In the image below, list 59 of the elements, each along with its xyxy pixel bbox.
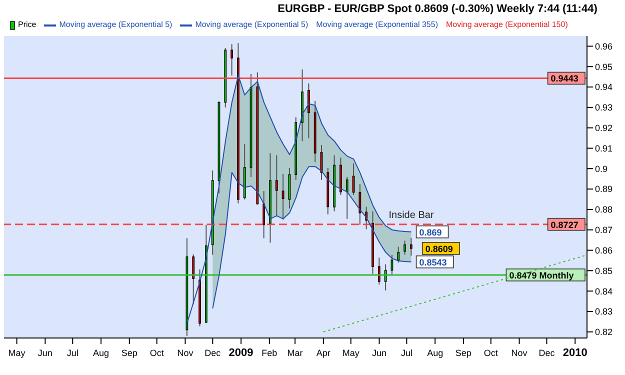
data-label: 0.869 <box>419 227 442 238</box>
x-tick-label: Aug <box>93 348 110 358</box>
y-tick-label: 0.86 <box>595 245 613 256</box>
x-tick-label: Feb <box>262 348 278 358</box>
candlestick <box>346 176 348 220</box>
y-tick-label: 0.89 <box>595 184 613 194</box>
x-tick-label: Sep <box>121 348 138 358</box>
x-tick-label: May <box>8 348 26 358</box>
ref-line-label: 0.8727 <box>550 220 578 230</box>
legend-label: Moving average (Exponential 5) <box>58 19 172 31</box>
x-tick-label: Jun <box>38 348 52 358</box>
y-tick-label: 0.95 <box>595 62 613 72</box>
y-tick-label: 0.87 <box>595 225 613 236</box>
y-tick-label: 0.83 <box>595 306 613 317</box>
candlestick <box>262 190 266 239</box>
text: Moving average (Exponential 150) <box>446 19 568 31</box>
x-tick-label: Jun <box>372 348 386 358</box>
candlestick <box>192 254 195 305</box>
x-tick-label: Nov <box>177 348 194 358</box>
x-tick-label: 2010 <box>562 347 588 359</box>
x-tick-label: Oct <box>484 348 498 358</box>
x-tick-label: Jul <box>66 348 78 358</box>
x-tick-label: Apr <box>316 348 330 358</box>
x-tick-label: 2009 <box>228 347 254 359</box>
text: Moving average (Exponential 355) <box>316 19 438 31</box>
candlestick <box>404 240 406 256</box>
y-tick-label: 0.9 <box>595 164 608 174</box>
candlestick <box>410 238 412 256</box>
y-tick-label: 0.84 <box>595 286 613 296</box>
ref-line-label: 0.8479 Monthly <box>509 270 574 280</box>
y-tick-label: 0.88 <box>595 204 613 215</box>
candlestick <box>275 154 278 216</box>
y-tick-label: 0.93 <box>595 102 613 113</box>
x-tick-label: Oct <box>150 348 164 358</box>
x-tick-label: Dec <box>204 348 222 358</box>
ref-line-label: 0.9443 <box>550 74 578 84</box>
text: 0.8609 <box>425 244 453 254</box>
y-tick-label: 0.85 <box>595 266 613 276</box>
x-tick-label: Nov <box>511 348 528 358</box>
x-tick-label: Sep <box>455 348 472 358</box>
x-tick-label: Aug <box>427 348 444 358</box>
annotation: Inside Bar <box>388 210 434 222</box>
legend-label: Price <box>17 19 36 31</box>
y-tick-label: 0.92 <box>595 123 613 134</box>
candlestick <box>378 257 380 286</box>
x-tick-label: Mar <box>287 348 303 358</box>
x-tick-label: Dec <box>538 348 556 358</box>
candlestick <box>397 246 400 263</box>
candlestick <box>308 82 310 139</box>
y-tick-label: 0.91 <box>595 143 613 154</box>
x-tick-label: May <box>342 348 360 358</box>
legend-label: Moving average (Exponential 5) <box>194 19 308 31</box>
y-tick-label: 0.94 <box>595 82 613 92</box>
chart-title: EURGBP - EUR/GBP Spot 0.8609 (-0.30%) Weekly 7:44 (11:44) <box>276 2 598 17</box>
x-tick-label: Jul <box>400 348 412 358</box>
y-tick-label: 0.82 <box>595 327 613 338</box>
data-label: 0.8543 <box>419 257 447 268</box>
candlestick <box>230 44 233 76</box>
y-tick-label: 0.96 <box>595 41 613 52</box>
